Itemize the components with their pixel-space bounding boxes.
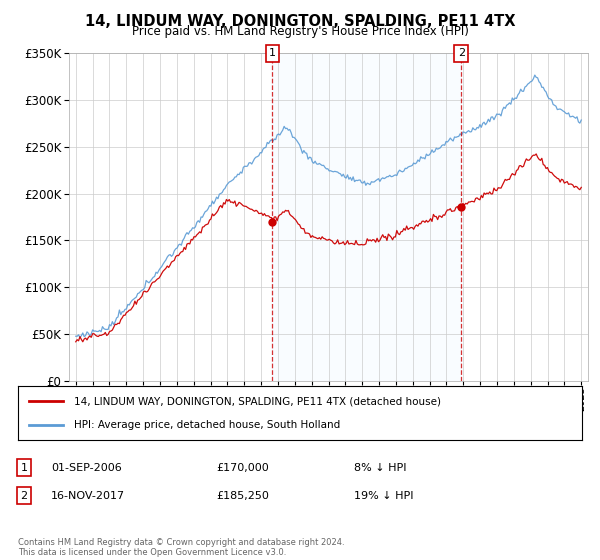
Text: 8% ↓ HPI: 8% ↓ HPI [354,463,407,473]
Text: £170,000: £170,000 [216,463,269,473]
Text: 1: 1 [269,48,276,58]
Text: 19% ↓ HPI: 19% ↓ HPI [354,491,413,501]
Text: Contains HM Land Registry data © Crown copyright and database right 2024.
This d: Contains HM Land Registry data © Crown c… [18,538,344,557]
Text: 01-SEP-2006: 01-SEP-2006 [51,463,122,473]
Text: 16-NOV-2017: 16-NOV-2017 [51,491,125,501]
Text: 14, LINDUM WAY, DONINGTON, SPALDING, PE11 4TX: 14, LINDUM WAY, DONINGTON, SPALDING, PE1… [85,14,515,29]
Text: £185,250: £185,250 [216,491,269,501]
Text: 2: 2 [20,491,28,501]
Text: Price paid vs. HM Land Registry's House Price Index (HPI): Price paid vs. HM Land Registry's House … [131,25,469,38]
Text: 2: 2 [458,48,465,58]
Bar [272,53,461,381]
Text: HPI: Average price, detached house, South Holland: HPI: Average price, detached house, Sout… [74,419,341,430]
Text: 14, LINDUM WAY, DONINGTON, SPALDING, PE11 4TX (detached house): 14, LINDUM WAY, DONINGTON, SPALDING, PE1… [74,396,442,407]
Text: 1: 1 [20,463,28,473]
